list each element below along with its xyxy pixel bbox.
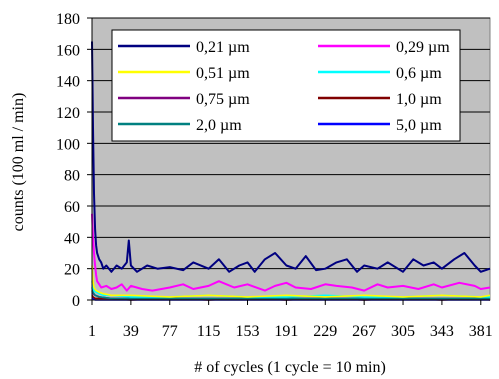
x-tick-label: 1 <box>88 323 96 340</box>
x-tick-label: 191 <box>274 323 298 340</box>
legend-label: 0,29 µm <box>396 39 450 56</box>
y-tick-label: 140 <box>56 74 80 91</box>
y-tick-label: 120 <box>56 105 80 122</box>
legend-label: 0,6 µm <box>396 65 442 82</box>
series-line-2 <box>91 213 491 292</box>
y-tick-label: 0 <box>72 293 80 310</box>
x-tick-label: 77 <box>162 323 178 340</box>
y-tick-label: 180 <box>56 11 80 28</box>
x-tick-label: 343 <box>430 323 454 340</box>
legend-label: 1,0 µm <box>396 91 442 108</box>
x-tick-label: 267 <box>352 323 376 340</box>
y-axis-label: counts (100 ml / min) <box>10 93 27 232</box>
y-tick-label: 40 <box>64 230 80 247</box>
series-line-7 <box>91 287 490 300</box>
legend: 0,21 µm 0,29 µm 0,51 µm 0,6 µm 0,75 µm 1,0 µm… <box>111 29 461 142</box>
x-axis-label: # of cycles (1 cycle = 10 min) <box>194 359 386 376</box>
legend-label: 0,21 µm <box>196 39 250 56</box>
series-line-1 <box>91 41 491 273</box>
x-tick-label: 115 <box>197 323 220 340</box>
x-tick-label: 305 <box>391 323 415 340</box>
y-ticks: 0 20 40 60 80 100 120 140 160 180 <box>56 11 92 310</box>
y-tick-label: 100 <box>56 136 80 153</box>
legend-label: 0,75 µm <box>196 91 250 108</box>
y-tick-label: 160 <box>56 42 80 59</box>
x-tick-label: 39 <box>123 323 139 340</box>
x-tick-label: 381 <box>469 323 493 340</box>
legend-label: 2,0 µm <box>196 117 242 134</box>
y-tick-label: 60 <box>64 199 80 216</box>
legend-label: 5,0 µm <box>396 117 442 134</box>
legend-box <box>111 29 461 142</box>
x-tick-label: 229 <box>313 323 337 340</box>
x-ticks: 1 39 77 115 153 191 229 267 305 343 381 <box>88 300 493 340</box>
series-line-6 <box>91 294 491 301</box>
y-tick-label: 20 <box>64 262 80 279</box>
series-line-3 <box>91 265 491 298</box>
x-tick-label: 153 <box>236 323 260 340</box>
legend-label: 0,51 µm <box>196 65 250 82</box>
y-tick-label: 80 <box>64 168 80 185</box>
